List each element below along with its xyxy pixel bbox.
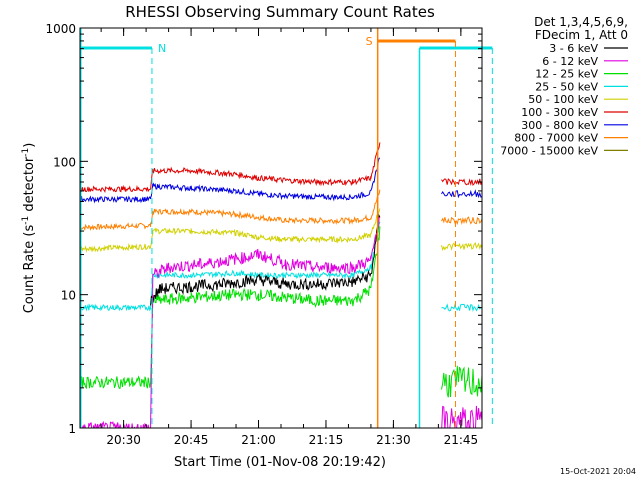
legend-header-line-2: FDecim 1, Att 0 — [535, 28, 628, 42]
chart-title: RHESSI Observing Summary Count Rates — [125, 3, 435, 21]
series-layer — [80, 142, 482, 428]
y-axis-label-sup2: -1 — [21, 148, 31, 157]
legend-entry-label: 7000 - 15000 keV — [500, 144, 598, 157]
series-line-tail — [441, 189, 482, 199]
legend-entry-label: 25 - 50 keV — [535, 80, 598, 93]
x-tick-label: 21:15 — [309, 433, 344, 447]
series-line — [81, 216, 381, 428]
y-axis: 1 10 100 1000 — [45, 22, 482, 436]
series-line — [80, 142, 381, 193]
footer-timestamp: 15-Oct-2021 20:04 — [560, 467, 636, 476]
x-tick-label: 21:00 — [241, 433, 276, 447]
x-tick-label: 21:45 — [444, 433, 479, 447]
y-axis-label-end: ) — [22, 143, 37, 148]
series-line — [80, 226, 381, 390]
series-line-tail — [441, 216, 482, 226]
x-axis-label: Start Time (01-Nov-08 20:19:42) — [174, 455, 386, 470]
marker-layer: NS — [80, 28, 493, 428]
series-line — [80, 221, 381, 312]
series-line-tail — [441, 365, 482, 398]
y-tick-label: 1 — [68, 422, 76, 436]
night-label: N — [158, 42, 166, 55]
x-tick-label: 20:45 — [174, 433, 209, 447]
series-line — [80, 208, 381, 253]
y-tick-label: 100 — [53, 155, 76, 169]
x-tick-label: 20:30 — [106, 433, 141, 447]
x-axis: 20:30 20:45 21:00 21:15 21:30 21:45 — [100, 28, 479, 447]
y-axis-label-mid: detector — [22, 156, 37, 216]
y-axis-label: Count Rate (s-1 detector-1) — [21, 143, 37, 314]
x-tick-label: 21:30 — [376, 433, 411, 447]
series-line-tail — [441, 405, 482, 428]
saa-label: S — [366, 35, 373, 48]
series-line — [80, 157, 381, 204]
series-line-tail — [441, 241, 482, 252]
y-axis-label-main: Count Rate (s — [22, 225, 37, 314]
legend: Det 1,3,4,5,6,9, FDecim 1, Att 0 3 - 6 k… — [500, 15, 628, 157]
legend-entry-label: 800 - 7000 keV — [514, 132, 598, 145]
legend-entry-label: 12 - 25 keV — [535, 68, 598, 81]
y-tick-label: 10 — [61, 289, 76, 303]
legend-entry-label: 100 - 300 keV — [521, 106, 598, 119]
series-line-tail — [441, 303, 482, 312]
series-line — [150, 213, 381, 306]
series-line-tail — [441, 178, 482, 187]
legend-header-line-1: Det 1,3,4,5,6,9, — [534, 15, 628, 29]
y-axis-label-sup1: -1 — [21, 216, 31, 225]
legend-entry-label: 3 - 6 keV — [549, 42, 598, 55]
legend-entry-label: 50 - 100 keV — [528, 93, 598, 106]
y-tick-label: 1000 — [45, 22, 76, 36]
series-line — [80, 189, 381, 232]
legend-entry-label: 6 - 12 keV — [542, 55, 598, 68]
legend-entry-label: 300 - 800 keV — [521, 119, 598, 132]
